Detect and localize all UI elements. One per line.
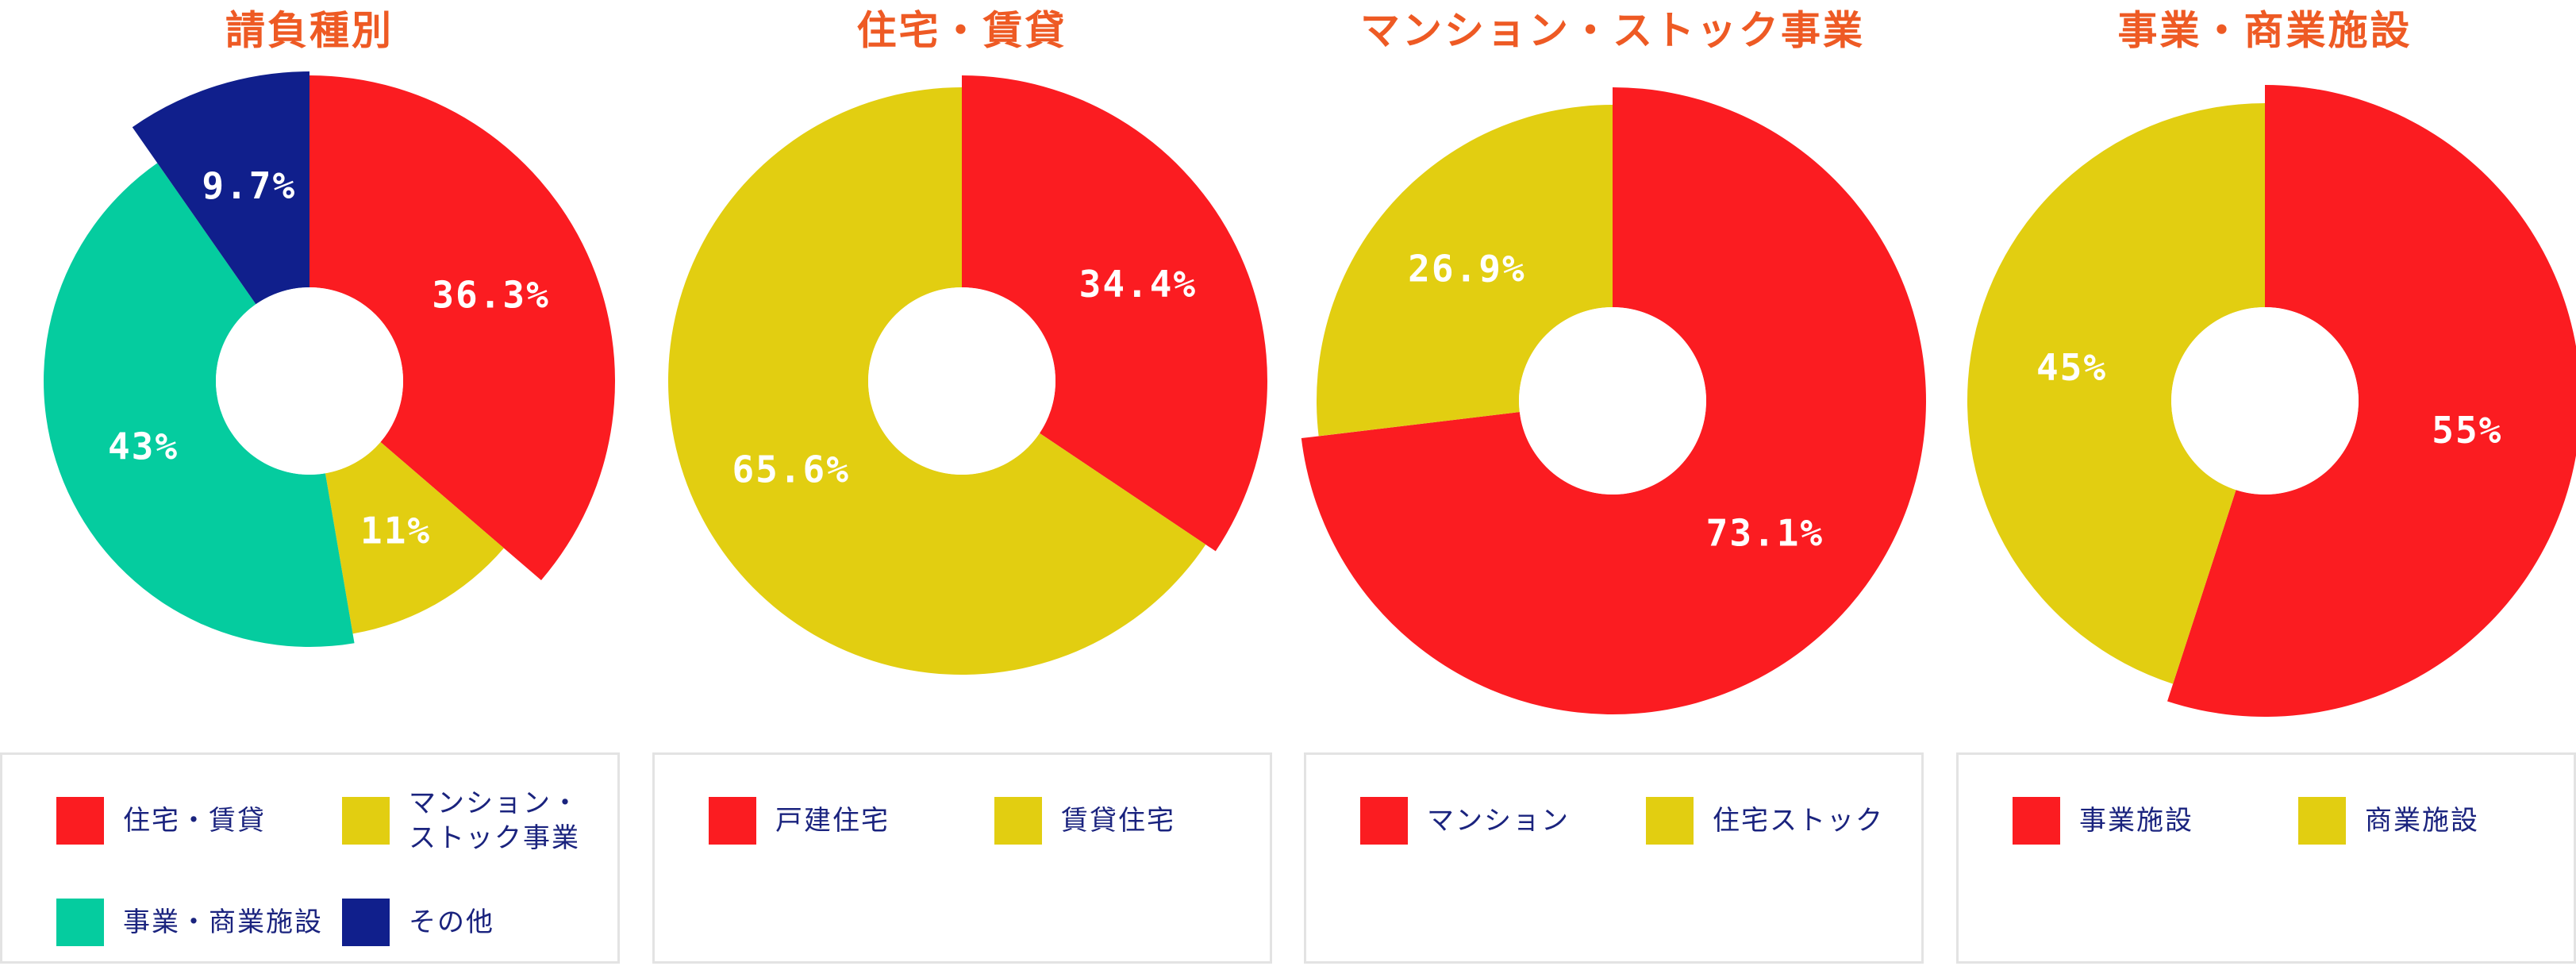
chart-title: 住宅・賃貸: [857, 8, 1067, 54]
legend-label: 住宅・賃貸: [123, 805, 266, 837]
legend-swatch: [342, 797, 390, 845]
slice-4: [132, 71, 310, 305]
slice-1: [310, 75, 616, 580]
donut-chart-2: 住宅・賃貸 34.4% 65.6%: [667, 8, 1268, 675]
legend-label: 事業・商業施設: [123, 906, 323, 938]
legend-item: 住宅・賃貸: [56, 797, 266, 845]
legend-swatch: [342, 899, 390, 946]
legend-item: 商業施設: [2298, 797, 2479, 845]
legend-label: 賃貸住宅: [1061, 805, 1175, 837]
donut-hole: [1519, 307, 1706, 495]
legend-label: 戸建住宅: [775, 805, 890, 837]
slice-label-2: 11%: [360, 509, 431, 552]
slice-label-1: 55%: [2432, 409, 2502, 452]
slice-2: [667, 87, 1206, 675]
legend-label: 住宅ストック: [1713, 805, 1884, 837]
slice-label-4: 9.7%: [202, 164, 296, 207]
legend-swatch: [56, 797, 104, 845]
legend-box-3: マンション 住宅ストック: [1304, 752, 1924, 964]
legend-label: その他: [409, 906, 494, 938]
legend-box-4: 事業施設 商業施設: [1956, 752, 2576, 964]
legend-item: その他: [342, 899, 494, 946]
chart-title: マンション・ストック事業: [1360, 8, 1865, 54]
donut-hole: [868, 287, 1055, 475]
slice-label-3: 43%: [108, 425, 179, 468]
legend-label: 事業施設: [2079, 805, 2193, 837]
slice-1: [962, 75, 1268, 552]
legend-swatch: [2013, 797, 2060, 845]
legend-item: 事業施設: [2013, 797, 2193, 845]
legend-label: マンション: [1427, 805, 1570, 837]
legend-swatch: [1360, 797, 1408, 845]
legend-item: 戸建住宅: [709, 797, 890, 845]
slice-label-1: 34.4%: [1079, 263, 1197, 306]
legend-swatch: [709, 797, 756, 845]
slice-2: [1316, 105, 1613, 437]
slice-2: [1967, 103, 2265, 684]
legend-swatch: [2298, 797, 2346, 845]
donut-hole: [216, 287, 403, 475]
legend-label: 商業施設: [2365, 805, 2479, 837]
slice-label-2: 26.9%: [1408, 248, 1525, 291]
slice-label-1: 36.3%: [432, 274, 549, 317]
legend-item: 賃貸住宅: [994, 797, 1175, 845]
legend-box-1: 住宅・賃貸 マンション・ ストック事業事業・商業施設 その他: [0, 752, 620, 964]
legend-swatch: [1646, 797, 1694, 845]
slice-3: [44, 163, 355, 647]
legend-swatch: [56, 899, 104, 946]
slice-label-1: 73.1%: [1706, 512, 1824, 555]
legend-item: 事業・商業施設: [56, 899, 323, 946]
legend-item: マンション: [1360, 797, 1570, 845]
legend-item: マンション・ ストック事業: [342, 787, 580, 854]
chart-title: 事業・商業施設: [2118, 8, 2413, 54]
slice-label-2: 45%: [2036, 346, 2107, 389]
legend-swatch: [994, 797, 1042, 845]
chart-title: 請負種別: [225, 8, 394, 54]
legend-item: 住宅ストック: [1646, 797, 1884, 845]
donut-chart-4: 事業・商業施設 55% 45%: [1967, 8, 2576, 717]
slice-1: [2167, 85, 2576, 717]
slice-1: [1301, 87, 1926, 715]
donut-chart-1: 請負種別 36.3% 11% 43% 9.7%: [44, 8, 616, 647]
donut-hole: [2171, 307, 2359, 495]
donut-chart-3: マンション・ストック事業 73.1% 26.9%: [1301, 8, 1926, 715]
legend-box-2: 戸建住宅 賃貸住宅: [652, 752, 1272, 964]
slice-label-2: 65.6%: [732, 448, 849, 491]
legend-label: マンション・ ストック事業: [409, 787, 580, 854]
slice-2: [325, 441, 504, 634]
